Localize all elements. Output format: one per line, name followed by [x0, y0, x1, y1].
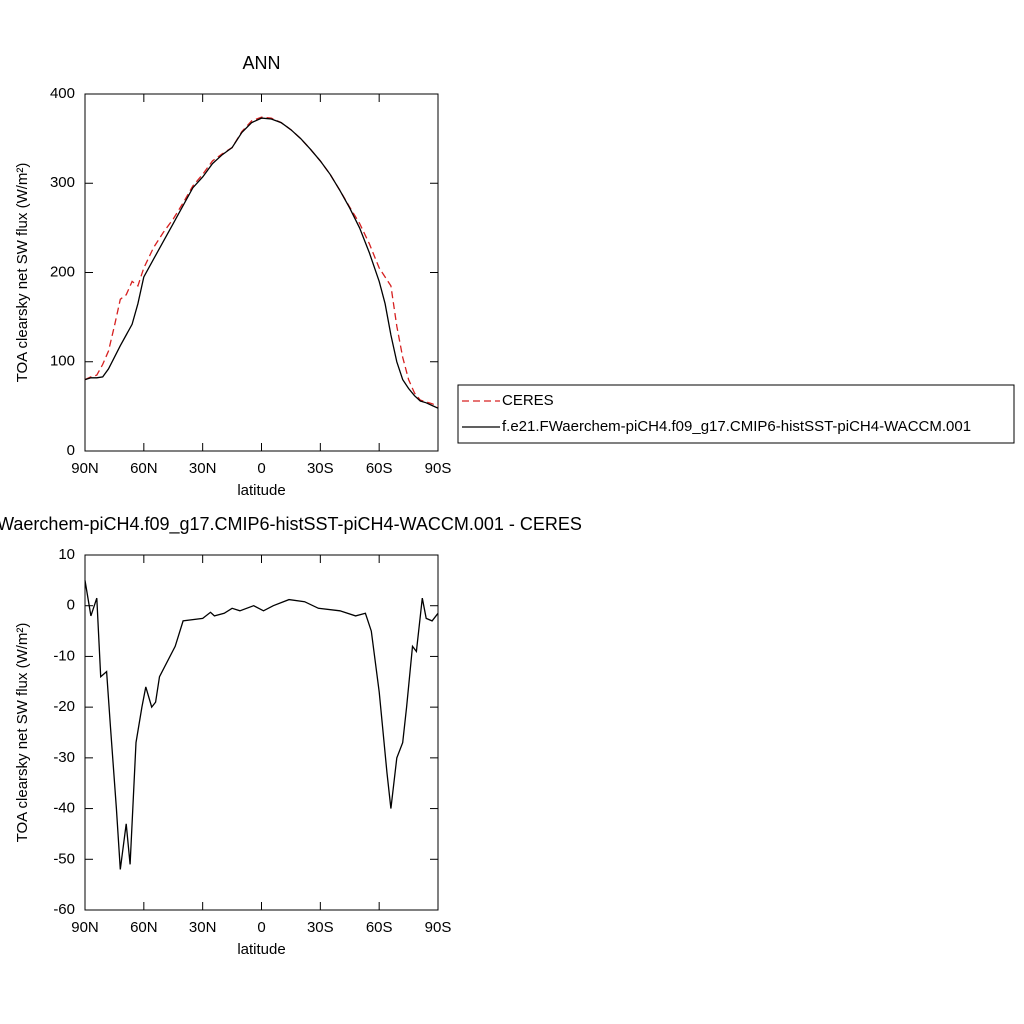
x-axis-label: latitude: [237, 482, 285, 499]
y-axis-label: TOA clearsky net SW flux (W/m²): [14, 623, 31, 843]
x-tick-label: 0: [257, 919, 265, 936]
y-tick-label: 100: [50, 353, 75, 370]
y-tick-label: 0: [67, 442, 75, 459]
legend-label: f.e21.FWaerchem-piCH4.f09_g17.CMIP6-hist…: [502, 418, 971, 435]
x-tick-label: 90N: [71, 919, 99, 936]
y-tick-label: 10: [58, 546, 75, 563]
x-tick-label: 60S: [366, 460, 393, 477]
chart-title: ANN: [242, 53, 280, 73]
data-line: [84, 116, 439, 407]
x-tick-label: 90S: [425, 460, 452, 477]
y-tick-label: 300: [50, 174, 75, 191]
x-tick-label: 30N: [189, 460, 217, 477]
y-tick-label: -60: [53, 901, 75, 918]
x-tick-label: 60N: [130, 919, 158, 936]
y-tick-label: 200: [50, 263, 75, 280]
x-tick-label: 30S: [307, 460, 334, 477]
x-tick-label: 0: [257, 460, 265, 477]
y-tick-label: -30: [53, 749, 75, 766]
y-axis-label: TOA clearsky net SW flux (W/m²): [14, 163, 31, 383]
legend-box: [457, 384, 1015, 444]
legend: CERES f.e21.FWaerchem-piCH4.f09_g17.CMIP6…: [457, 384, 1015, 444]
y-tick-label: 400: [50, 85, 75, 102]
y-tick-label: -40: [53, 800, 75, 817]
x-tick-label: 90N: [71, 460, 99, 477]
y-tick-label: 0: [67, 597, 75, 614]
x-tick-label: 30N: [189, 919, 217, 936]
x-tick-label: 90S: [425, 919, 452, 936]
x-tick-label: 60S: [366, 919, 393, 936]
data-line: [84, 580, 439, 870]
x-axis-label: latitude: [237, 941, 285, 958]
y-tick-label: -10: [53, 647, 75, 664]
x-tick-label: 60N: [130, 460, 158, 477]
x-tick-label: 30S: [307, 919, 334, 936]
y-tick-label: -20: [53, 698, 75, 715]
chart-title: f.e21.FWaerchem-piCH4.f09_g17.CMIP6-hist…: [0, 514, 582, 535]
y-tick-label: -50: [53, 850, 75, 867]
data-line: [84, 117, 439, 409]
plot-frame: [84, 93, 439, 452]
legend-label: CERES: [502, 392, 554, 409]
